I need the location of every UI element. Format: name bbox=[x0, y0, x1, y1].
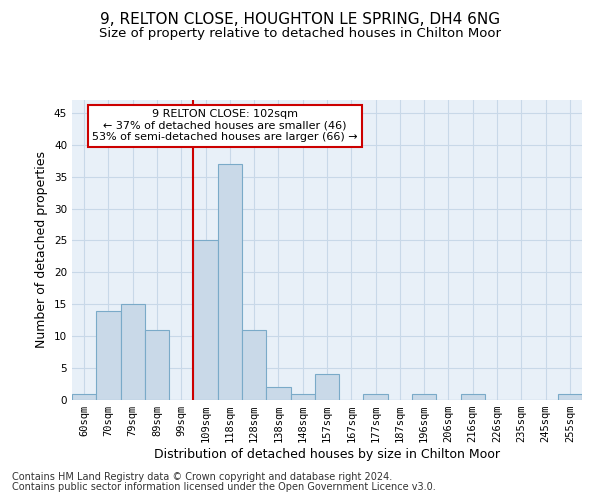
Bar bbox=[558, 394, 582, 400]
Text: 9, RELTON CLOSE, HOUGHTON LE SPRING, DH4 6NG: 9, RELTON CLOSE, HOUGHTON LE SPRING, DH4… bbox=[100, 12, 500, 28]
Text: Size of property relative to detached houses in Chilton Moor: Size of property relative to detached ho… bbox=[99, 28, 501, 40]
X-axis label: Distribution of detached houses by size in Chilton Moor: Distribution of detached houses by size … bbox=[154, 448, 500, 461]
Bar bbox=[266, 387, 290, 400]
Bar bbox=[461, 394, 485, 400]
Bar bbox=[72, 394, 96, 400]
Bar bbox=[193, 240, 218, 400]
Bar bbox=[290, 394, 315, 400]
Text: 9 RELTON CLOSE: 102sqm
← 37% of detached houses are smaller (46)
53% of semi-det: 9 RELTON CLOSE: 102sqm ← 37% of detached… bbox=[92, 109, 358, 142]
Bar bbox=[121, 304, 145, 400]
Y-axis label: Number of detached properties: Number of detached properties bbox=[35, 152, 49, 348]
Bar bbox=[412, 394, 436, 400]
Bar bbox=[364, 394, 388, 400]
Bar bbox=[315, 374, 339, 400]
Bar bbox=[96, 310, 121, 400]
Bar bbox=[145, 330, 169, 400]
Bar bbox=[242, 330, 266, 400]
Text: Contains public sector information licensed under the Open Government Licence v3: Contains public sector information licen… bbox=[12, 482, 436, 492]
Text: Contains HM Land Registry data © Crown copyright and database right 2024.: Contains HM Land Registry data © Crown c… bbox=[12, 472, 392, 482]
Bar bbox=[218, 164, 242, 400]
